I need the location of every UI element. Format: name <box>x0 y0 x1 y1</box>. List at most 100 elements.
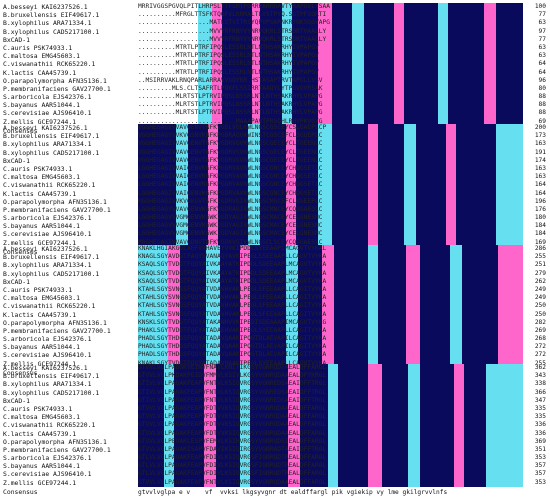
sequence-row: ..........MTRTLPTRFIPQSLESSRLNTLNTHSAKRH… <box>138 60 523 68</box>
sequence-row: ..........MTRTLPTRFIPQSLESSRLNTLNTHSAKRH… <box>138 69 523 77</box>
shading-column <box>260 124 286 247</box>
sequence-text: ..........MFRGLTTSFKTQGFVLRRMALTLVSTPYQ.… <box>138 11 327 19</box>
sequence-row: ..MSIRRVAKLRNQPARLARRAVVGQYKR.HSTASAPTRV… <box>138 77 523 85</box>
position-number: 180 <box>534 214 546 222</box>
species-name: BxCAD-1 <box>3 35 30 44</box>
sequence-row: GTIVLVGLPAGAKFEAPVFNTVLKSIQVRGSYVGNREDSA… <box>138 397 523 405</box>
shading-column <box>220 245 240 368</box>
sequence-text: KTAHLSGYSVNGSFQQYATVDAVHVAKLPEGLSFEEAAPL… <box>138 310 327 318</box>
shading-column <box>462 245 498 368</box>
sequence-row: GTVVLVGLPAGAKFEAPVFDTVVKSIQVRGSYVGNRQDAA… <box>138 413 523 421</box>
species-name: S.arboricola EJS42376.1 <box>3 93 92 102</box>
shading-column <box>138 124 176 247</box>
species-name: K.lactis CAA45739.1 <box>3 429 77 438</box>
sequence-alignment: VGGHEGAGVVVAVGENVTNFKVGDLVGLKWLNGSCGSCEY… <box>138 124 523 257</box>
position-number: 338 <box>534 380 546 388</box>
shading-column <box>394 3 404 126</box>
sequence-row: KNSKLSGYTVDGTFQQYATAKANHVVKIPEDISDEAAAPI… <box>138 319 523 327</box>
shading-column <box>438 3 448 126</box>
species-name: C.auris PSK74933.1 <box>3 43 73 52</box>
position-number: 63 <box>538 43 546 51</box>
species-name: S.cerevisiae AJS96410.1 <box>3 230 92 239</box>
sequence-row: VGGHEGAGIVVAVGENVTGFKVGDRVGVKWLNGSCGECEY… <box>138 149 523 157</box>
species-name: S.bayanus AAR51044.1 <box>3 222 80 231</box>
position-number: 173 <box>534 132 546 140</box>
sequence-row: LGGHEGAGVVVGMGENVKGWKIGDYAGIKWLNGSCMACEY… <box>138 230 523 238</box>
position-number: 369 <box>534 437 546 445</box>
species-name: S.arboricola EJS42376.1 <box>3 335 92 344</box>
species-name: B.bruxellensis EIF49617.1 <box>3 132 100 141</box>
position-number: 176 <box>534 205 546 213</box>
sequence-text: VGGHEGAGIVVAVGENVTGFKVGDRVGVKWLNGSCGECEY… <box>138 156 323 164</box>
position-number: 63 <box>538 52 546 60</box>
shading-column <box>208 124 218 247</box>
position-number: 351 <box>534 445 546 453</box>
sequence-text: LGGHEGAGIVVAIGENVKGFKPGDRVAVKWLNGSCGNCEY… <box>138 164 323 172</box>
sequence-row: PHADLSGYTHDGSFQQYATADAVQAAKIPQGTDLAEVAPI… <box>138 343 523 351</box>
position-number: 336 <box>534 429 546 437</box>
position-number: 80 <box>538 84 546 92</box>
position-number: 353 <box>534 454 546 462</box>
shading-column <box>138 245 168 368</box>
sequence-text: GTVVLVGLPAGAKFEAPVFDTVVKSIQVRGSYVGNRQDAA… <box>138 429 327 437</box>
species-name: C.viswanathii RCK65220.1 <box>3 421 96 430</box>
sequence-text: ..........MLRTSTLPTRVIPQSLNSSRLNTLNTHSAK… <box>138 109 323 117</box>
shading-column <box>298 245 322 368</box>
species-name: Z.mellis GCE97244.1 <box>3 478 77 487</box>
species-name: C.viswanathii RCK65220.1 <box>3 302 96 311</box>
sequence-text: GTVVLVGLPAGAKFEAPVFDTVVKSIQVRGSYVGNRQDAA… <box>138 413 327 421</box>
species-name: B.xylophilus CAD5217100.1 <box>3 269 100 278</box>
sequence-text: MGGHEGAGIVVKVGKGVTSFKIGDRVGIKWLNGSCMSCEF… <box>138 197 323 205</box>
position-number: 69 <box>538 117 546 125</box>
species-name: P.membranifaciens GAV27700.1 <box>3 445 111 454</box>
position-number: 336 <box>534 421 546 429</box>
sequence-text: GTLVLVGLPAGAKFEAPVFDIVLKSIQVRGSFIGNRQDTR… <box>138 470 327 478</box>
shading-column <box>212 3 222 126</box>
sequence-alignment: GTVVLVGLPADGKVEINVFNAVLKNITIKGSYVGNRQDTA… <box>138 364 523 497</box>
shading-column <box>368 364 382 487</box>
position-number: 96 <box>538 76 546 84</box>
shading-column <box>408 364 420 487</box>
position-number: 250 <box>534 310 546 318</box>
species-name: BxCAD-1 <box>3 396 30 405</box>
species-name: B.bruxellensis EIF49617.1 <box>3 253 100 262</box>
sequence-row: KTAHLSGYSVNGSFQQYATVDAVHVAKLPEGLSFEEAAPL… <box>138 302 523 310</box>
shading-column <box>240 364 250 487</box>
species-name: B.xylophilus ARA71334.1 <box>3 261 92 270</box>
sequence-row: GTIVLVGLPAGAKFEAPVFNTVLKSIQVRGSYVGNREDSA… <box>138 380 523 388</box>
sequence-row: GTVVLVGLPAGAKFEAPVFDTVVKSIQVRGSYVGNRQDAA… <box>138 421 523 429</box>
species-name: B.xylophilus CAD5217100.1 <box>3 27 100 36</box>
position-number: 88 <box>538 101 546 109</box>
species-name: O.parapolymorpha AFN35136.1 <box>3 318 107 327</box>
position-number: 163 <box>534 140 546 148</box>
shading-column <box>164 364 174 487</box>
sequence-row: LGGHEGAGIVVAIGENVKGFKPGDRVAVKWLNGSCGNCEY… <box>138 173 523 181</box>
shading-column <box>496 124 523 247</box>
shading-column <box>222 3 252 126</box>
sequence-row: VGGHEGAGIVVAVGENVTGFKVGDRVGVKWLNGSCGECEY… <box>138 157 523 165</box>
species-name-column: A.besseyi KAI6237526.1 B.bruxellensis EIF… <box>3 245 135 377</box>
position-number: 353 <box>534 478 546 486</box>
sequence-text: ...................MATLSTVITRSYQPVPSKRNK… <box>138 19 331 27</box>
shading-column <box>296 124 318 247</box>
shading-column <box>404 124 416 247</box>
shading-column <box>404 3 438 126</box>
position-number: 169 <box>534 238 546 246</box>
position-number: 286 <box>534 245 546 252</box>
sequence-text: ...................MVVYRFRNYVYNRVQKRLSTR… <box>138 35 327 43</box>
species-name: S.cerevisiae AJS96410.1 <box>3 351 92 360</box>
sequence-row: MGGHEGAGIVVAVGDNVTDFKVGDKVGIKWLNGSCLSCEY… <box>138 239 523 247</box>
position-number: 262 <box>534 277 546 285</box>
shading-column <box>174 364 204 487</box>
species-name: A.besseyi KAI6237526.1 <box>3 124 88 132</box>
sequence-row: KTAHLSGYSVNGSFQQYATVDAVHVAKLPEGLSFEEAAPL… <box>138 286 523 294</box>
shading-column <box>368 124 378 247</box>
sequence-text: ...................MVVYRFRNYVYNRVQKRLSTR… <box>138 27 327 35</box>
species-name: K.lactis CAA45739.1 <box>3 310 77 319</box>
sequence-text: LGGHEGAGIVVAIGENVKGFKPGDRVAVKWLNGSCGNCEY… <box>138 189 323 197</box>
shading-column <box>252 3 260 126</box>
sequence-text: VGGHEGAGIVVAVGENVTGFKVGDRVGVKWLNGSCGECEY… <box>138 140 323 148</box>
shading-column <box>352 3 364 126</box>
shading-column <box>368 245 378 368</box>
position-number-column: 200 173 163 191 174 163 163 164 164 196 176 180 184 1… <box>522 124 546 247</box>
